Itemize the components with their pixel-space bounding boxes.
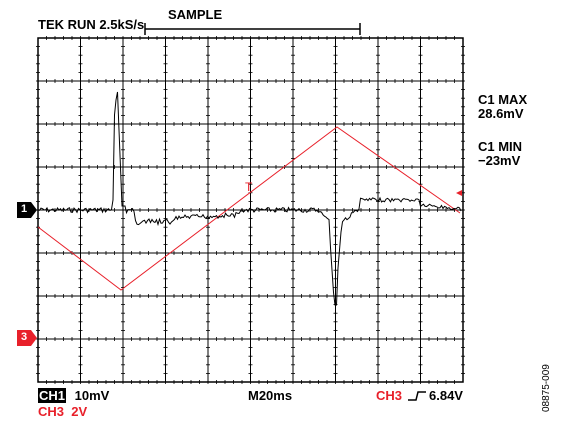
graticule bbox=[36, 36, 465, 384]
sample-record-bracket bbox=[144, 23, 361, 35]
ch1-scale-readout: CH1 10mV bbox=[38, 388, 109, 403]
ch1-marker-label: 1 bbox=[21, 203, 28, 215]
ch1-trace bbox=[37, 91, 462, 306]
c1-max-value: 28.6mV bbox=[478, 106, 524, 121]
trigger-level-arrow bbox=[456, 190, 462, 196]
c1-min-label: C1 MIN bbox=[478, 139, 523, 154]
ch1-label: CH1 bbox=[38, 388, 67, 403]
trigger-source: CH3 bbox=[376, 388, 403, 403]
ch3-marker bbox=[17, 330, 37, 346]
c1-min-value: −23mV bbox=[478, 153, 521, 168]
trigger-position-marker: T bbox=[245, 180, 253, 194]
figure-id: 08875-009 bbox=[541, 364, 552, 412]
c1-max-label: C1 MAX bbox=[478, 92, 528, 107]
trigger-status: TEK RUN 2.5kS/s bbox=[38, 17, 145, 32]
ch3-scale-readout: CH3 2V bbox=[38, 404, 88, 419]
ch3-marker-label: 3 bbox=[21, 331, 28, 343]
ch3-trace bbox=[37, 126, 461, 291]
trigger-level-readout: 6.84V bbox=[429, 388, 463, 403]
timebase-readout: M20ms bbox=[248, 388, 293, 403]
acquisition-mode: SAMPLE bbox=[168, 7, 223, 22]
ch1-scale: 10mV bbox=[74, 388, 110, 403]
ch1-marker bbox=[17, 202, 37, 218]
